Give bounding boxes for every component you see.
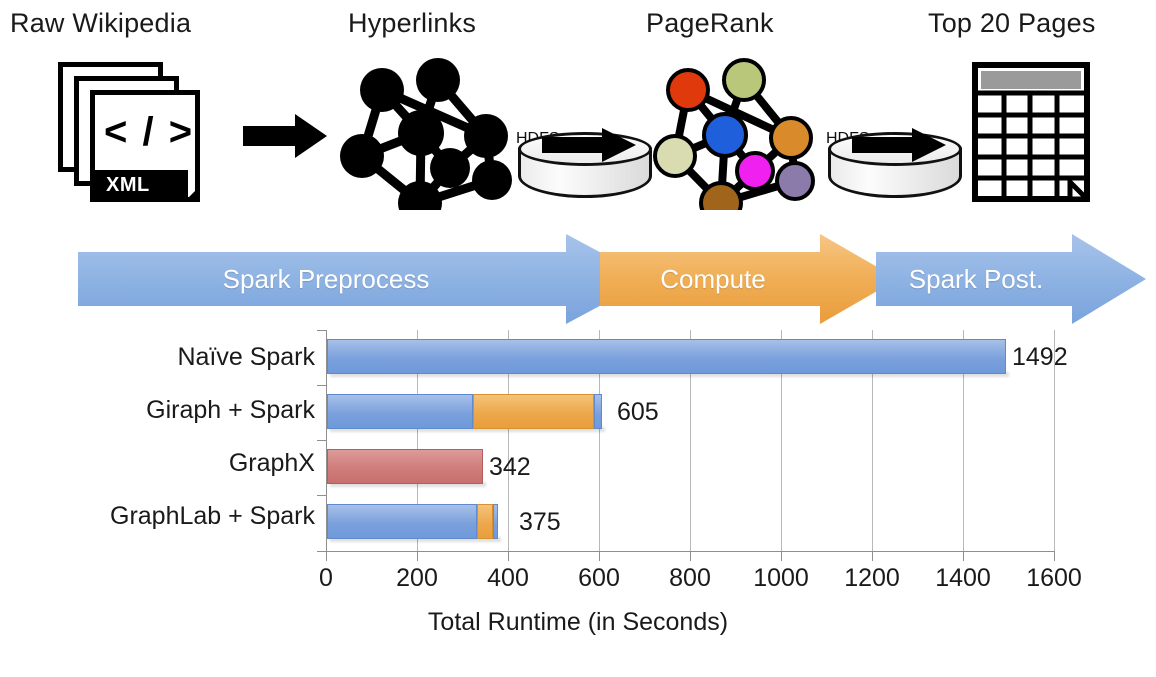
chart-x-tick <box>417 551 418 561</box>
bar-value-label: 342 <box>489 453 531 481</box>
chart-category-label: Naïve Spark <box>177 343 315 371</box>
band-spark-preprocess[interactable] <box>76 232 652 326</box>
bar-shadow <box>330 537 501 542</box>
bar-naive-spark[interactable] <box>327 339 1006 374</box>
chart-gridline <box>872 330 873 552</box>
band-label-spark-preprocess: Spark Preprocess <box>222 264 430 294</box>
document-dogear-icon <box>184 186 200 202</box>
chart-gridline <box>781 330 782 552</box>
black-arrow-right-icon <box>243 114 327 158</box>
chart-gridline <box>508 330 509 552</box>
band-compute[interactable] <box>600 232 900 326</box>
bar-value-label: 1492 <box>1012 343 1068 371</box>
chart-gridline <box>1054 330 1055 552</box>
bar-segment-graphx <box>327 449 483 484</box>
chart-category-label: GraphLab + Spark <box>110 502 315 530</box>
bar-giraph-spark[interactable] <box>327 394 602 429</box>
chart-x-tick <box>599 551 600 561</box>
bar-segment-spark-preprocess <box>327 504 477 539</box>
chart-x-tick-label: 400 <box>487 564 529 592</box>
chart-x-tick-label: 1000 <box>753 564 809 592</box>
chart-x-tick <box>326 551 327 561</box>
hdfs-arrow-right-icon <box>542 128 636 162</box>
chart-x-tick <box>781 551 782 561</box>
bar-segment-compute <box>477 504 493 539</box>
chart-x-tick-label: 1200 <box>844 564 900 592</box>
band-spark-post[interactable] <box>876 232 1148 326</box>
chart-x-tick <box>508 551 509 561</box>
bar-value-label: 605 <box>617 398 659 426</box>
bar-segment-spark-post <box>493 504 498 539</box>
hdfs-cylinder-1: HDFS <box>516 128 656 208</box>
chart-y-tick <box>317 440 326 441</box>
stage-title-raw-wikipedia: Raw Wikipedia <box>10 8 192 38</box>
chart-x-axis-title: Total Runtime (in Seconds) <box>427 608 729 636</box>
chart-y-axis <box>326 330 327 552</box>
bar-segment-spark-post <box>594 394 602 429</box>
chart-x-tick-label: 800 <box>669 564 711 592</box>
bar-shadow <box>330 482 486 487</box>
bar-graphx[interactable] <box>327 449 483 484</box>
chart-x-tick-label: 200 <box>396 564 438 592</box>
xml-document-stack-icon: < / > XML <box>58 62 208 202</box>
graph-black-nodes-icon <box>340 58 512 210</box>
band-label-compute: Compute <box>660 264 766 294</box>
chart-x-tick-label: 1600 <box>1026 564 1082 592</box>
chart-x-tick <box>963 551 964 561</box>
chart-gridline <box>963 330 964 552</box>
chart-gridline <box>599 330 600 552</box>
bar-graphlab-spark[interactable] <box>327 504 498 539</box>
chart-gridline <box>690 330 691 552</box>
chart-x-tick-label: 1400 <box>935 564 991 592</box>
chart-y-tick <box>317 495 326 496</box>
graph-colored-nodes-icon <box>653 58 815 210</box>
chart-category-label: Giraph + Spark <box>146 396 315 424</box>
chart-y-tick <box>317 330 326 331</box>
band-label-spark-post: Spark Post. <box>908 264 1044 294</box>
code-glyph: < / > <box>104 110 195 154</box>
hdfs-arrow-right-icon <box>852 128 946 162</box>
xml-badge-label: XML <box>106 174 150 196</box>
bar-segment-spark <box>327 339 1006 374</box>
bar-segment-compute <box>473 394 594 429</box>
chart-x-tick <box>690 551 691 561</box>
chart-x-tick-label: 600 <box>578 564 620 592</box>
bar-shadow <box>330 427 605 432</box>
hdfs-cylinder-2: HDFS <box>826 128 966 208</box>
bar-segment-spark-preprocess <box>327 394 473 429</box>
table-document-icon <box>972 62 1090 202</box>
stage-title-hyperlinks: Hyperlinks <box>348 8 477 38</box>
bar-value-label: 375 <box>519 508 561 536</box>
chart-x-tick-label: 0 <box>319 564 333 592</box>
chart-y-tick <box>317 385 326 386</box>
chart-gridline <box>417 330 418 552</box>
stage-title-pagerank: PageRank <box>646 8 774 38</box>
chart-x-tick <box>872 551 873 561</box>
chart-y-tick <box>317 551 326 552</box>
stage-title-top-20-pages: Top 20 Pages <box>928 8 1096 38</box>
chart-x-tick <box>1054 551 1055 561</box>
bar-shadow <box>330 372 1009 377</box>
chart-category-label: GraphX <box>228 449 315 477</box>
runtime-bar-chart: Naïve Spark Giraph + Spark GraphX GraphL… <box>0 330 1156 640</box>
xml-badge: XML <box>90 170 188 202</box>
